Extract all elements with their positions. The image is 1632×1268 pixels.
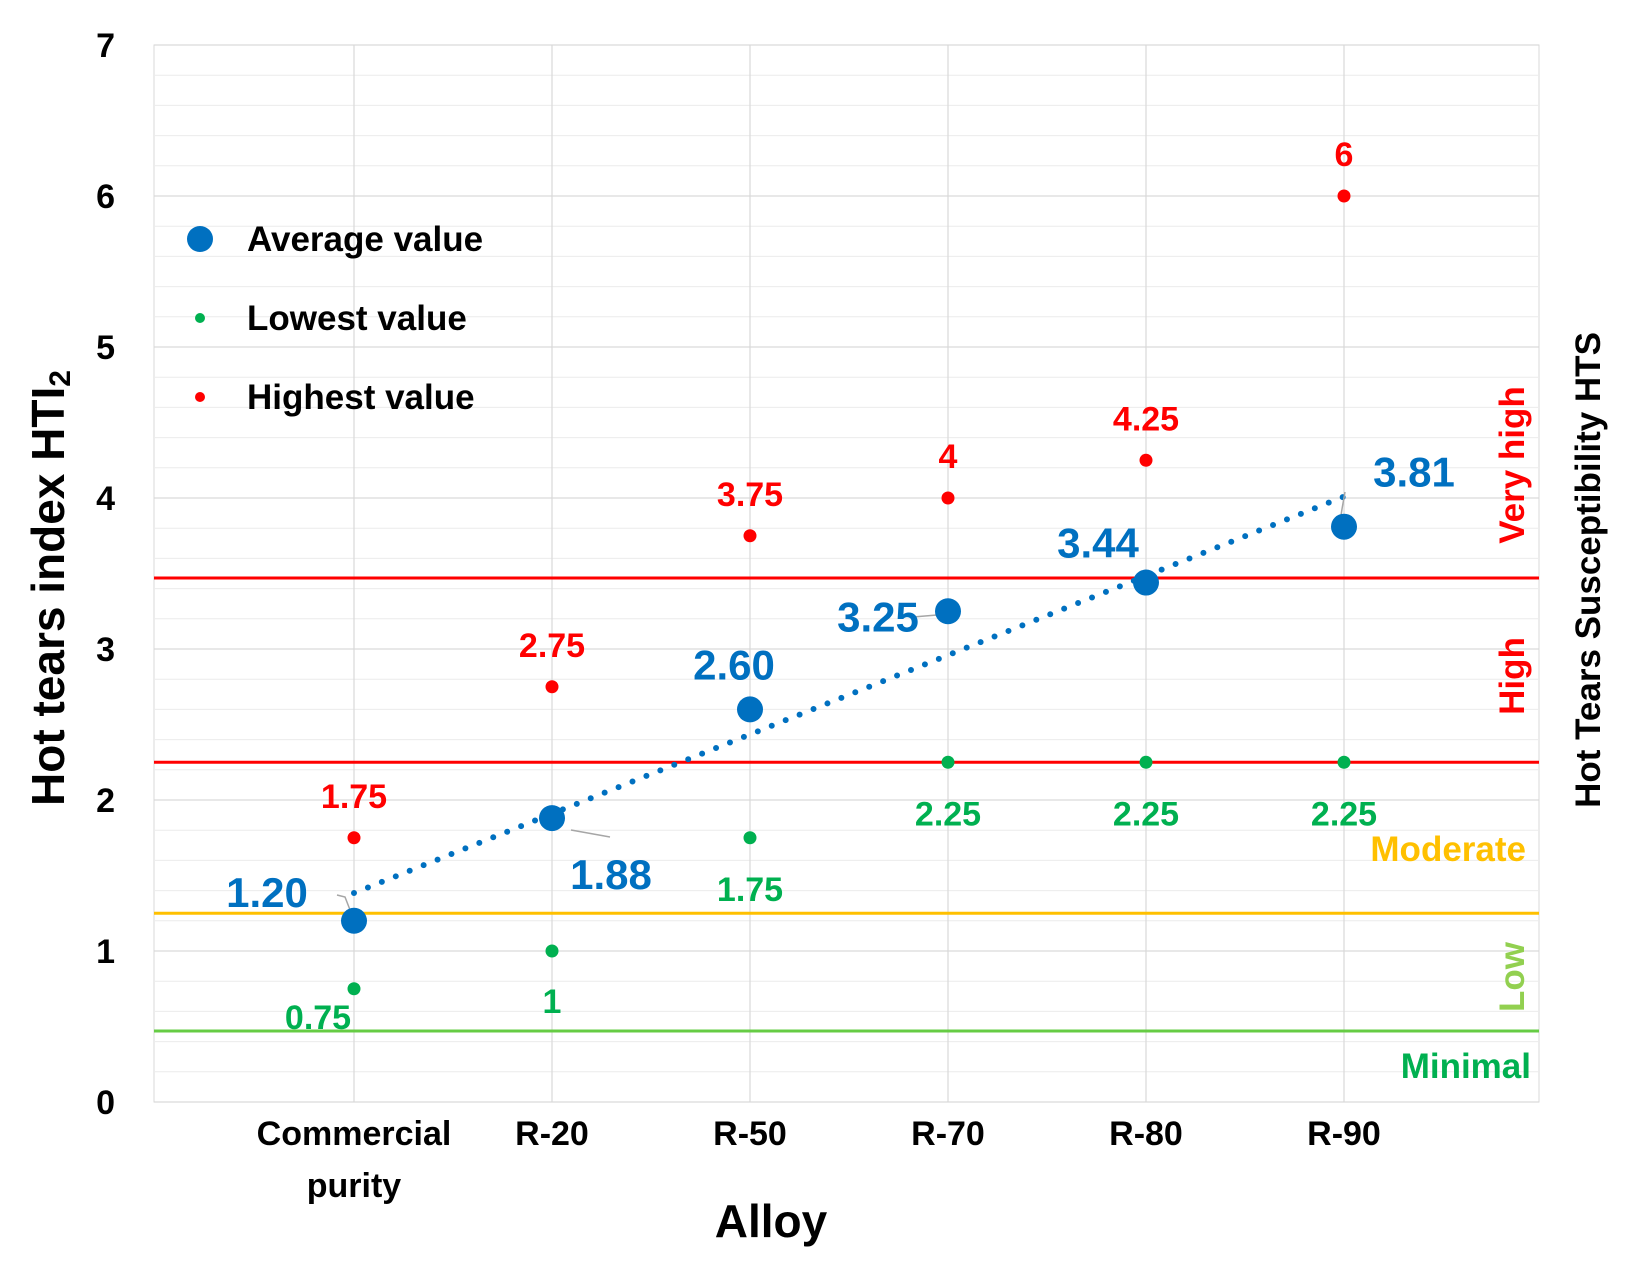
- zone-label: Low: [1493, 941, 1532, 1012]
- x-axis-ticks: Commercial purity R-20 R-50 R-70 R-80 R-90: [257, 1115, 1381, 1205]
- y-tick-label: 1: [96, 933, 115, 971]
- average-trendline: [351, 493, 1347, 897]
- legend-label: Highest value: [247, 378, 475, 417]
- x-tick-label: R-50: [713, 1115, 787, 1153]
- lowest-value-point: [1337, 755, 1351, 769]
- zone-labels: Minimal Low Moderate High Very high: [1370, 386, 1532, 1086]
- x-tick-label: R-90: [1307, 1115, 1381, 1153]
- average-value-label: 3.25: [837, 593, 919, 640]
- x-axis-title: Alloy: [715, 1195, 828, 1247]
- legend-marker: [195, 313, 205, 323]
- zone-label: High: [1493, 637, 1532, 715]
- y-axis-title: Hot tears index HTI2: [22, 370, 77, 806]
- highest-value-point: [743, 529, 757, 543]
- legend-marker: [187, 226, 213, 252]
- legend-marker: [195, 392, 205, 402]
- y-tick-label: 5: [96, 329, 115, 367]
- y-tick-label: 2: [96, 782, 115, 820]
- y-tick-label: 6: [96, 178, 115, 216]
- x-tick-label: purity: [307, 1167, 402, 1205]
- y-axis-title-subscript: 2: [44, 370, 77, 387]
- y-axis-ticks: 0 1 2 3 4 5 6 7: [96, 27, 115, 1122]
- average-value-label: 3.44: [1057, 520, 1139, 567]
- highest-value-point: [545, 680, 559, 694]
- zone-label: Moderate: [1370, 830, 1526, 869]
- highest-value-label: 2.75: [519, 627, 585, 665]
- trendline: [351, 493, 1347, 897]
- lowest-value-label: 2.25: [915, 795, 981, 833]
- y-tick-label: 3: [96, 631, 115, 669]
- highest-value-point: [347, 831, 361, 845]
- lowest-value-point: [941, 755, 955, 769]
- label-connector-line: [912, 614, 938, 618]
- highest-value-label: 6: [1335, 136, 1354, 174]
- highest-value-label: 3.75: [717, 476, 783, 514]
- average-value-point: [341, 907, 367, 934]
- legend: Average value Lowest value Highest value: [187, 220, 483, 417]
- average-value-point: [1133, 569, 1159, 596]
- zone-label: Minimal: [1401, 1047, 1531, 1086]
- lowest-value-point: [743, 831, 757, 845]
- average-value-point: [539, 805, 565, 832]
- average-value-point: [935, 598, 961, 625]
- x-tick-label: R-20: [515, 1115, 589, 1153]
- average-value-label: 3.81: [1373, 449, 1455, 496]
- lowest-value-label: 2.25: [1311, 795, 1377, 833]
- highest-value-point: [1337, 189, 1351, 203]
- y-tick-label: 7: [96, 27, 115, 65]
- plot-area: [153, 44, 1540, 1103]
- average-value-label: 1.20: [226, 869, 308, 916]
- highest-value-point: [1139, 453, 1153, 467]
- average-value-label: 2.60: [693, 641, 775, 688]
- data-labels: 1.75 0.75 1.20 2.75 1 1.88 3.75 1.75 2.60 4 2.25 3.…: [226, 136, 1455, 1037]
- lowest-value-point: [1139, 755, 1153, 769]
- legend-label: Lowest value: [247, 299, 467, 338]
- lowest-value-label: 2.25: [1113, 795, 1179, 833]
- lowest-value-point: [347, 982, 361, 996]
- y-axis-title-main: Hot tears index HTI: [22, 387, 74, 806]
- average-value-label: 1.88: [570, 851, 652, 898]
- highest-value-label: 4: [939, 438, 958, 476]
- lowest-value-label: 1.75: [717, 871, 783, 909]
- x-tick-label: R-80: [1109, 1115, 1183, 1153]
- zone-label: Very high: [1493, 386, 1532, 544]
- x-tick-label: Commercial: [257, 1115, 452, 1153]
- x-tick-label: R-70: [911, 1115, 985, 1153]
- lowest-value-label: 1: [543, 983, 562, 1021]
- lowest-value-point: [545, 944, 559, 958]
- average-value-point: [737, 696, 763, 723]
- y-tick-label: 0: [96, 1084, 115, 1122]
- average-value-point: [1331, 513, 1357, 540]
- secondary-axis-title: Hot Tears Susceptibility HTS: [1569, 332, 1608, 808]
- y-tick-label: 4: [96, 480, 115, 518]
- label-connector-line: [570, 829, 611, 838]
- highest-value-label: 1.75: [321, 778, 387, 816]
- data-points: [341, 189, 1357, 996]
- legend-label: Average value: [247, 220, 483, 259]
- highest-value-label: 4.25: [1113, 400, 1179, 438]
- lowest-value-label: 0.75: [285, 999, 351, 1037]
- threshold-lines: [154, 576, 1539, 1033]
- highest-value-point: [941, 491, 955, 505]
